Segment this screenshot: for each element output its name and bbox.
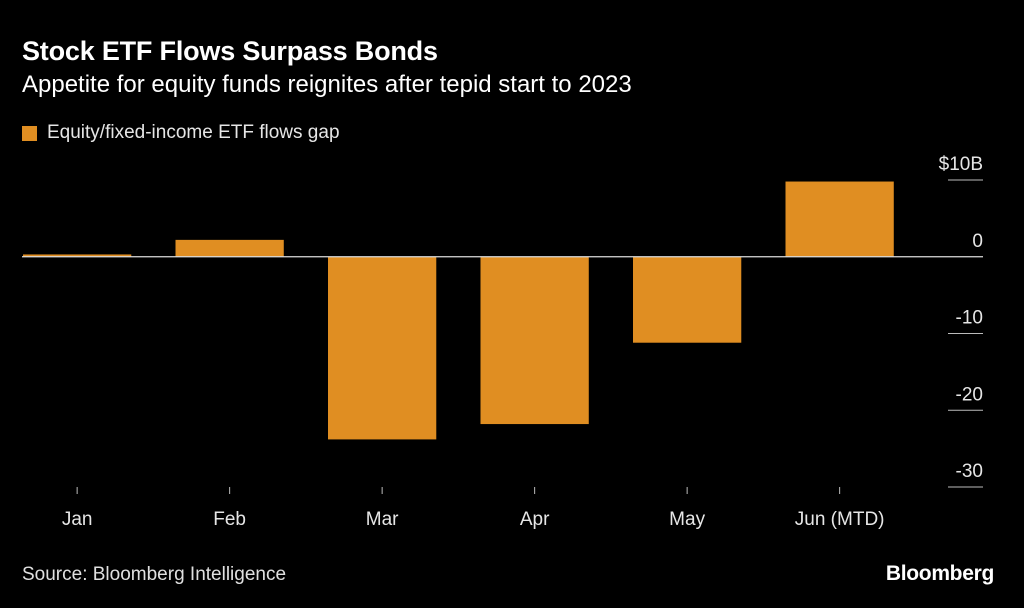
x-tick-label-4: May bbox=[669, 509, 705, 530]
y-tick-label-1: 0 bbox=[972, 231, 983, 252]
y-tick-label-4: -30 bbox=[956, 461, 983, 482]
y-tick-label-3: -20 bbox=[956, 384, 983, 405]
chart-title: Stock ETF Flows Surpass Bonds bbox=[22, 36, 438, 66]
bar-5 bbox=[785, 181, 894, 257]
x-tick-label-5: Jun (MTD) bbox=[795, 509, 885, 530]
legend: Equity/fixed-income ETF flows gap bbox=[22, 122, 340, 144]
chart-subtitle: Appetite for equity funds reignites afte… bbox=[22, 71, 632, 98]
y-tick-label-2: -10 bbox=[956, 308, 983, 329]
y-tick-label-0: $10B bbox=[939, 154, 983, 175]
bar-2 bbox=[328, 256, 437, 440]
source-note: Source: Bloomberg Intelligence bbox=[22, 564, 287, 585]
bloomberg-logo: Bloomberg bbox=[885, 562, 994, 585]
x-tick-label-3: Apr bbox=[520, 509, 550, 530]
bar-4 bbox=[633, 256, 742, 343]
x-tick-label-0: Jan bbox=[62, 509, 93, 530]
x-tick-label-1: Feb bbox=[213, 509, 246, 530]
x-tick-label-2: Mar bbox=[366, 509, 399, 530]
legend-label: Equity/fixed-income ETF flows gap bbox=[47, 122, 340, 143]
legend-swatch bbox=[22, 125, 37, 141]
bar-3 bbox=[480, 256, 589, 425]
bar-1 bbox=[175, 239, 284, 257]
bar-0 bbox=[23, 254, 132, 257]
